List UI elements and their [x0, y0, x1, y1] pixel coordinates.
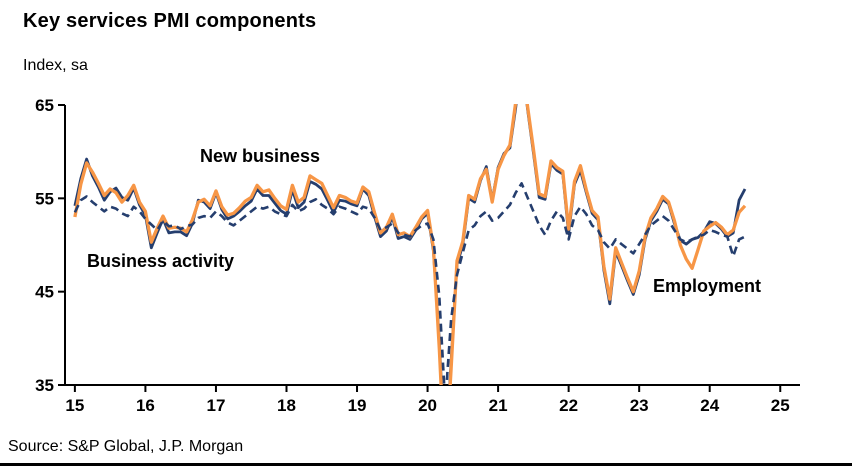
y-tick-label: 65 — [35, 96, 54, 115]
x-tick-label: 20 — [418, 396, 437, 415]
annotation-business-activity: Business activity — [87, 251, 235, 271]
x-tick-label: 19 — [348, 396, 367, 415]
x-tick-label: 15 — [65, 396, 84, 415]
x-tick-label: 24 — [700, 396, 719, 415]
y-tick-label: 45 — [35, 283, 54, 302]
x-tick-label: 16 — [136, 396, 155, 415]
series-line-employment — [73, 182, 746, 385]
chart-title: Key services PMI components — [23, 10, 317, 32]
annotation-new-business: New business — [200, 146, 321, 166]
series-group — [73, 104, 747, 385]
x-tick-label: 25 — [771, 396, 790, 415]
y-tick-label: 35 — [35, 376, 54, 395]
y-tick-label: 55 — [35, 189, 54, 208]
x-tick-label: 22 — [559, 396, 578, 415]
x-tick-label: 23 — [630, 396, 649, 415]
source-note: Source: S&P Global, J.P. Morgan — [8, 438, 244, 455]
x-tick-label: 18 — [277, 396, 296, 415]
series-line-business-activity — [73, 104, 747, 385]
annotation-employment: Employment — [653, 276, 762, 296]
x-tick-label: 21 — [489, 396, 508, 415]
chart-subtitle: Index, sa — [23, 57, 88, 74]
x-tick-label: 17 — [206, 396, 225, 415]
